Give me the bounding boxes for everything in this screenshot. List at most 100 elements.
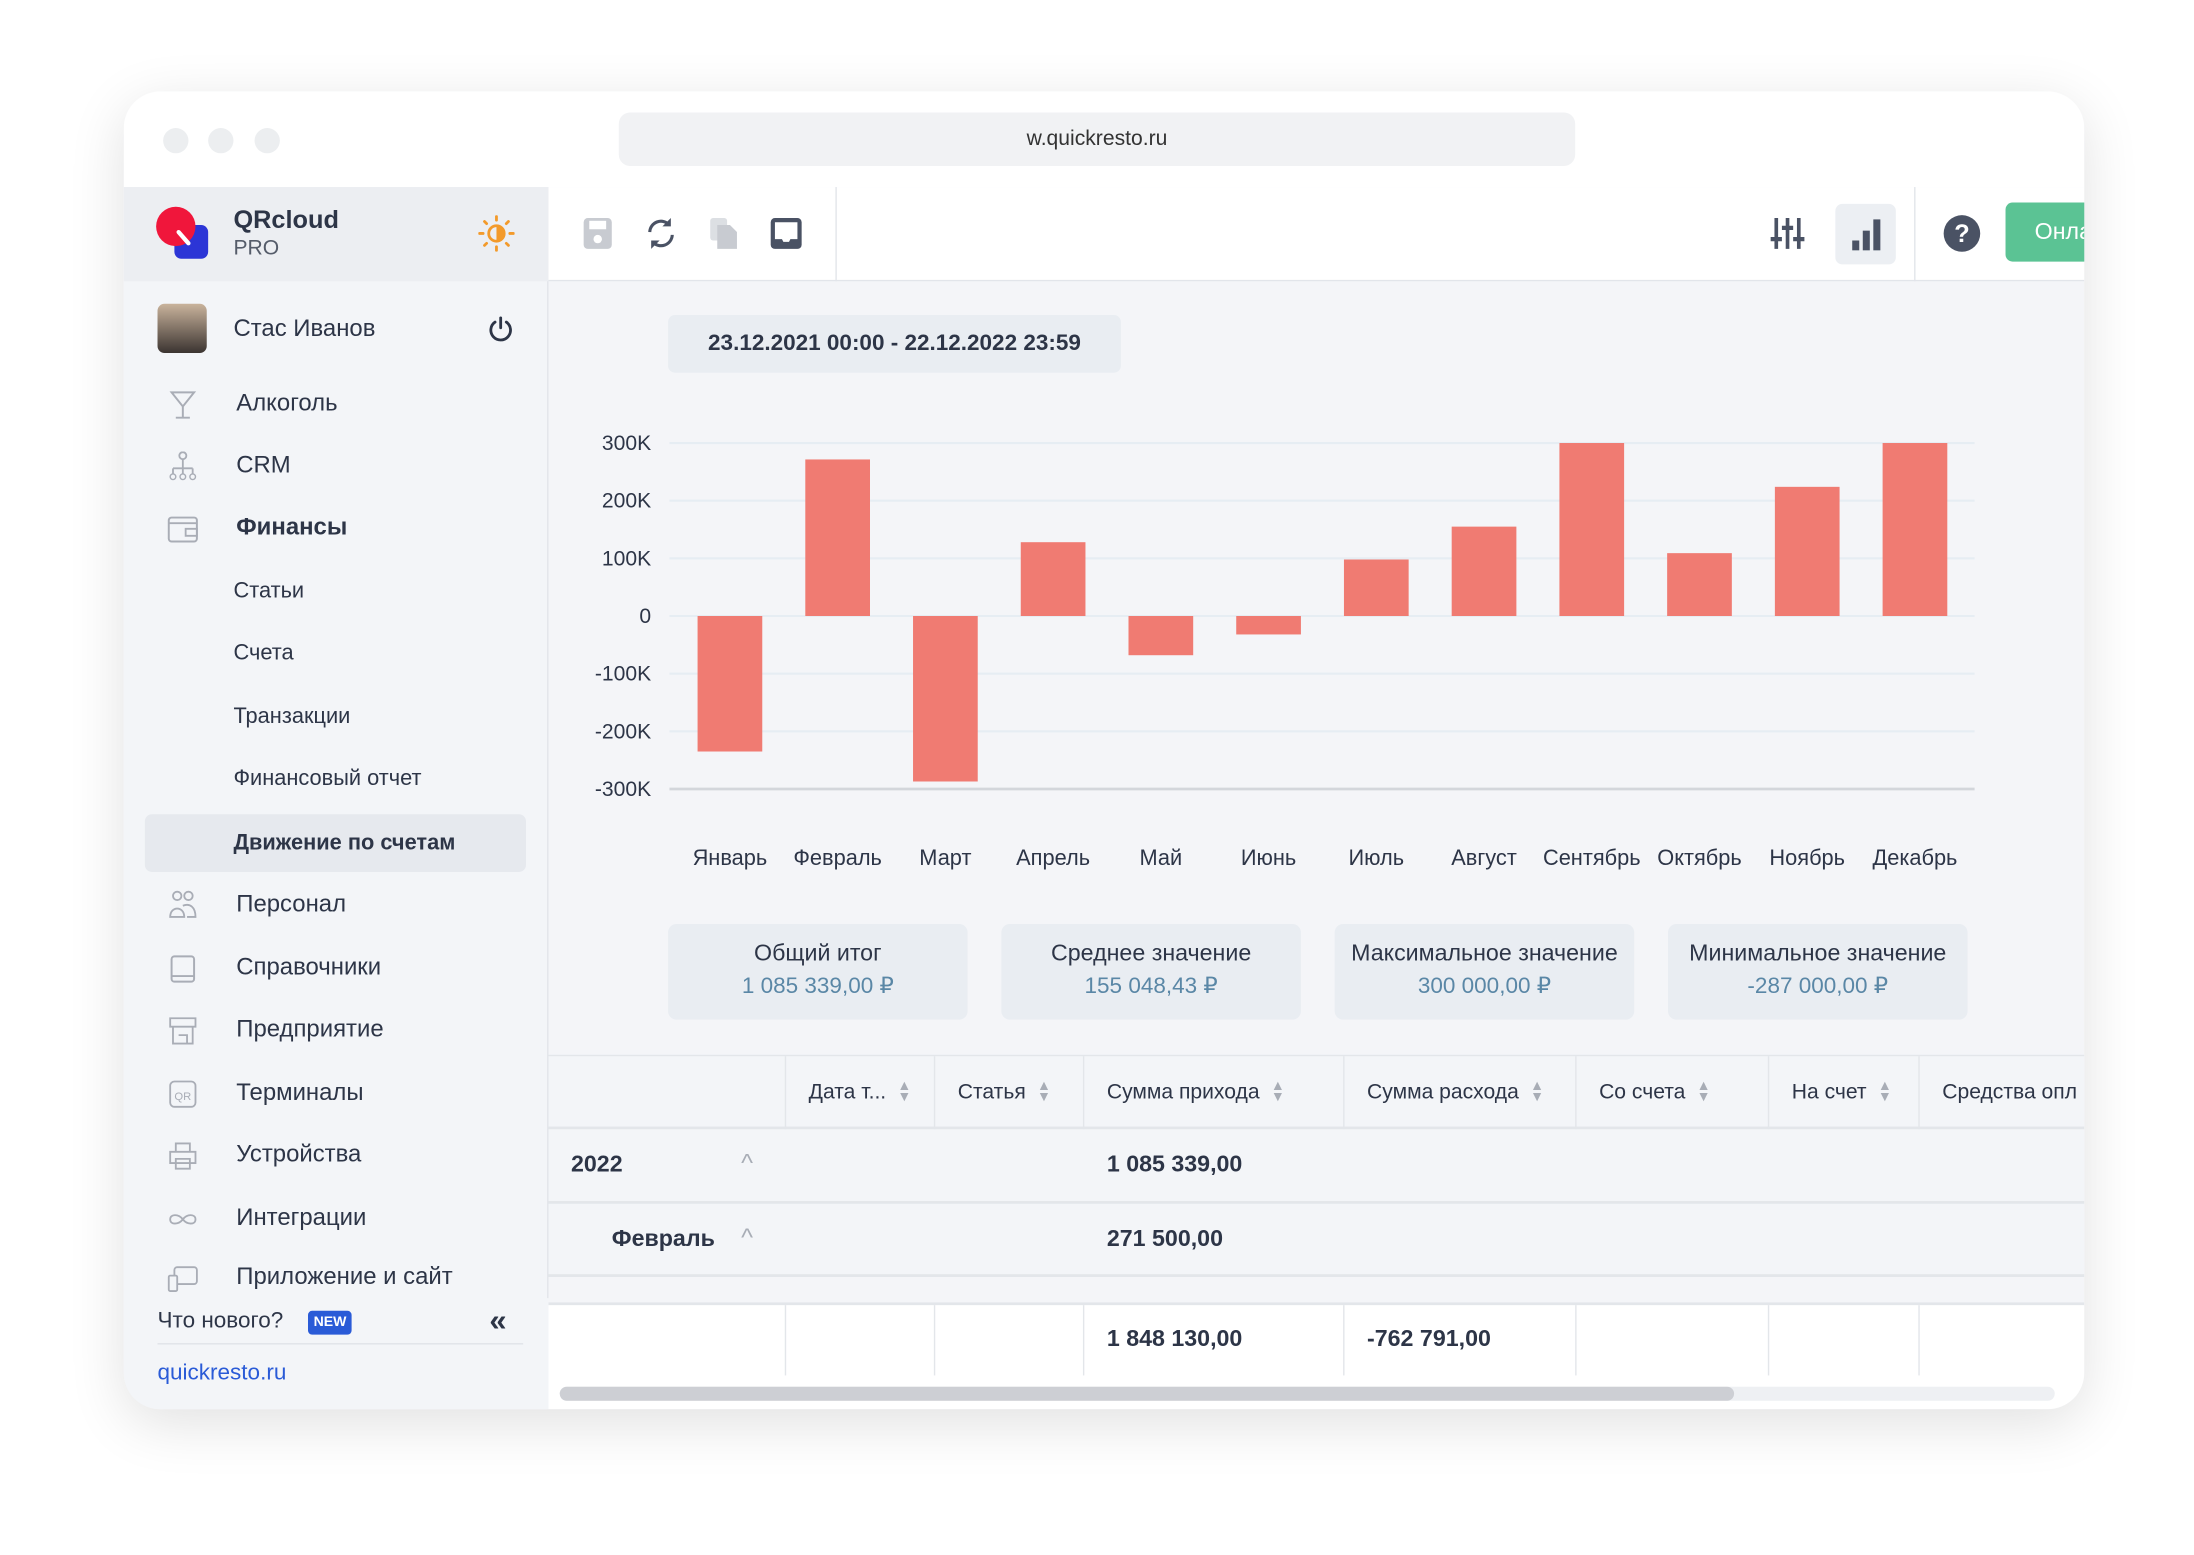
summary-value: -287 000,00 ₽ [1747, 974, 1889, 999]
group-label: 2022 [570, 1151, 623, 1178]
sidebar-item-label: Приложение и сайт [236, 1262, 453, 1290]
sidebar-subitem-accounts[interactable]: Счета [233, 641, 294, 666]
site-link-text[interactable]: quickresto.ru [157, 1361, 287, 1386]
total-income: 1 848 130,00 [1106, 1326, 1243, 1352]
store-icon [169, 1017, 197, 1045]
sidebar-item-label: CRM [236, 451, 291, 479]
y-tick-label: -300K [595, 778, 651, 801]
bar[interactable] [805, 459, 870, 617]
bar[interactable] [1559, 443, 1625, 617]
bar[interactable] [1343, 559, 1409, 617]
x-tick-label: Декабрь [1872, 845, 1957, 870]
column-label: Сумма прихода [1106, 1080, 1260, 1105]
people-icon [169, 890, 197, 918]
power-icon[interactable] [487, 315, 515, 343]
table-header: Дата т... ▲ ▼ Статья ▲ ▼ Сумма прихода ▲ ▼ Сум… [548, 1054, 2085, 1130]
bar[interactable] [1667, 553, 1732, 617]
summary-card-max: Максимальное значение 300 000,00 ₽ [1334, 924, 1635, 1020]
bar[interactable] [1236, 616, 1301, 635]
y-tick-label: -100K [595, 663, 651, 686]
column-label: Сумма расхода [1367, 1080, 1519, 1105]
address-bar[interactable]: w.quickresto.ru [618, 112, 1576, 166]
help-icon[interactable]: ? [1943, 215, 1981, 252]
summary-title: Общий итог [754, 940, 882, 967]
avatar [157, 303, 207, 354]
column-header-article[interactable]: Статья ▲ ▼ [933, 1056, 1083, 1130]
sidebar-subitem-account-movement[interactable]: Движение по счетам [144, 814, 526, 872]
column-label: Статья [957, 1080, 1026, 1105]
sidebar-item-label: Движение по счетам [233, 831, 456, 856]
column-header-expense[interactable]: Сумма расхода ▲ ▼ [1343, 1056, 1575, 1130]
theme-toggle-icon[interactable] [478, 215, 515, 252]
sidebar-item-label: Устройства [236, 1140, 362, 1168]
divider [835, 187, 837, 282]
bar-chart-icon [1852, 219, 1881, 251]
x-tick-label: Ноябрь [1769, 845, 1845, 870]
sidebar-item-label: Алкоголь [236, 389, 338, 417]
bar[interactable] [1774, 486, 1840, 617]
scrollbar-thumb[interactable] [559, 1386, 1735, 1401]
sort-icon[interactable]: ▲ ▼ [897, 1078, 912, 1106]
printer-icon [169, 1142, 197, 1170]
column-header-income[interactable]: Сумма прихода ▲ ▼ [1082, 1056, 1343, 1130]
divider [1914, 187, 1916, 282]
bar[interactable] [913, 616, 978, 782]
sort-icon[interactable]: ▲ ▼ [1037, 1078, 1051, 1106]
column-label: На счет [1791, 1080, 1867, 1105]
save-icon[interactable] [582, 217, 613, 251]
date-range-picker[interactable]: 23.12.2021 00:00 - 22.12.2022 23:59 [668, 315, 1121, 373]
summary-card-total: Общий итог 1 085 339,00 ₽ [668, 924, 968, 1020]
total-expense: -762 791,00 [1367, 1326, 1491, 1352]
sort-icon[interactable]: ▲ ▼ [1696, 1078, 1711, 1106]
site-link[interactable]: quickresto.ru [158, 1361, 287, 1386]
chart-view-button[interactable] [1835, 203, 1896, 265]
group-label: Февраль [611, 1226, 715, 1252]
bar[interactable] [1128, 616, 1194, 656]
bar[interactable] [1451, 526, 1517, 617]
chevron-up-icon[interactable]: ^ [741, 1223, 754, 1252]
sidebar-item-label: Предприятие [236, 1015, 384, 1043]
sidebar-subitem-articles[interactable]: Статьи [233, 579, 305, 604]
y-tick-label: 300K [602, 432, 651, 455]
data-table: Дата т... ▲ ▼ Статья ▲ ▼ Сумма прихода ▲ ▼ Сум… [548, 1054, 2085, 1280]
bar-chart: 300K 200K 100K 0 -100K -200K -300K Январь Феврал… [595, 432, 1975, 870]
sort-icon[interactable]: ▲ ▼ [1270, 1078, 1285, 1106]
x-tick-label: Сентябрь [1543, 845, 1641, 870]
horizontal-scrollbar[interactable] [559, 1386, 2055, 1401]
filter-sliders-icon[interactable] [1769, 215, 1806, 252]
x-tick-label: Август [1451, 845, 1517, 870]
maximize-dot[interactable] [254, 127, 280, 154]
inbox-icon[interactable] [769, 217, 803, 251]
summary-title: Среднее значение [1051, 940, 1252, 967]
column-label: Дата т... [808, 1080, 887, 1105]
chevron-up-icon[interactable]: ^ [741, 1149, 754, 1178]
group-row-month[interactable]: Февраль ^ 271 500,00 [548, 1203, 2085, 1278]
sort-icon[interactable]: ▲ ▼ [1530, 1078, 1545, 1106]
y-tick-label: 100K [602, 547, 651, 570]
whats-new-link[interactable]: Что нового? [157, 1309, 284, 1334]
minimize-dot[interactable] [208, 127, 234, 154]
bar[interactable] [1882, 443, 1948, 617]
main-content: 23.12.2021 00:00 - 22.12.2022 23:59 300K… [548, 281, 2085, 1410]
bar[interactable] [1020, 542, 1086, 617]
column-header-date[interactable]: Дата т... ▲ ▼ [784, 1056, 934, 1130]
refresh-icon[interactable] [644, 215, 678, 252]
svg-text:QR: QR [174, 1091, 191, 1103]
copy-icon[interactable] [709, 217, 740, 251]
bar[interactable] [697, 616, 763, 752]
sidebar-subitem-financial-report[interactable]: Финансовый отчет [233, 766, 422, 791]
y-tick-label: 0 [639, 605, 651, 628]
online-chat-button[interactable]: Онлайн-чат [2005, 202, 2085, 262]
group-row-year[interactable]: 2022 ^ 1 085 339,00 [548, 1129, 2085, 1204]
y-tick-label: -200K [595, 720, 651, 743]
sidebar-item-label: Персонал [236, 890, 347, 917]
column-header-from-account[interactable]: Со счета ▲ ▼ [1575, 1056, 1768, 1130]
column-header-payment-means[interactable]: Средства опл [1918, 1056, 2084, 1130]
sort-icon[interactable]: ▲ ▼ [1877, 1078, 1892, 1106]
column-header-to-account[interactable]: На счет ▲ ▼ [1767, 1056, 1918, 1130]
summary-card-average: Среднее значение 155 048,43 ₽ [1001, 924, 1301, 1020]
cocktail-icon [169, 391, 197, 419]
collapse-sidebar-icon[interactable]: « [489, 1302, 507, 1338]
close-dot[interactable] [163, 127, 189, 154]
sidebar-subitem-transactions[interactable]: Транзакции [233, 704, 351, 729]
